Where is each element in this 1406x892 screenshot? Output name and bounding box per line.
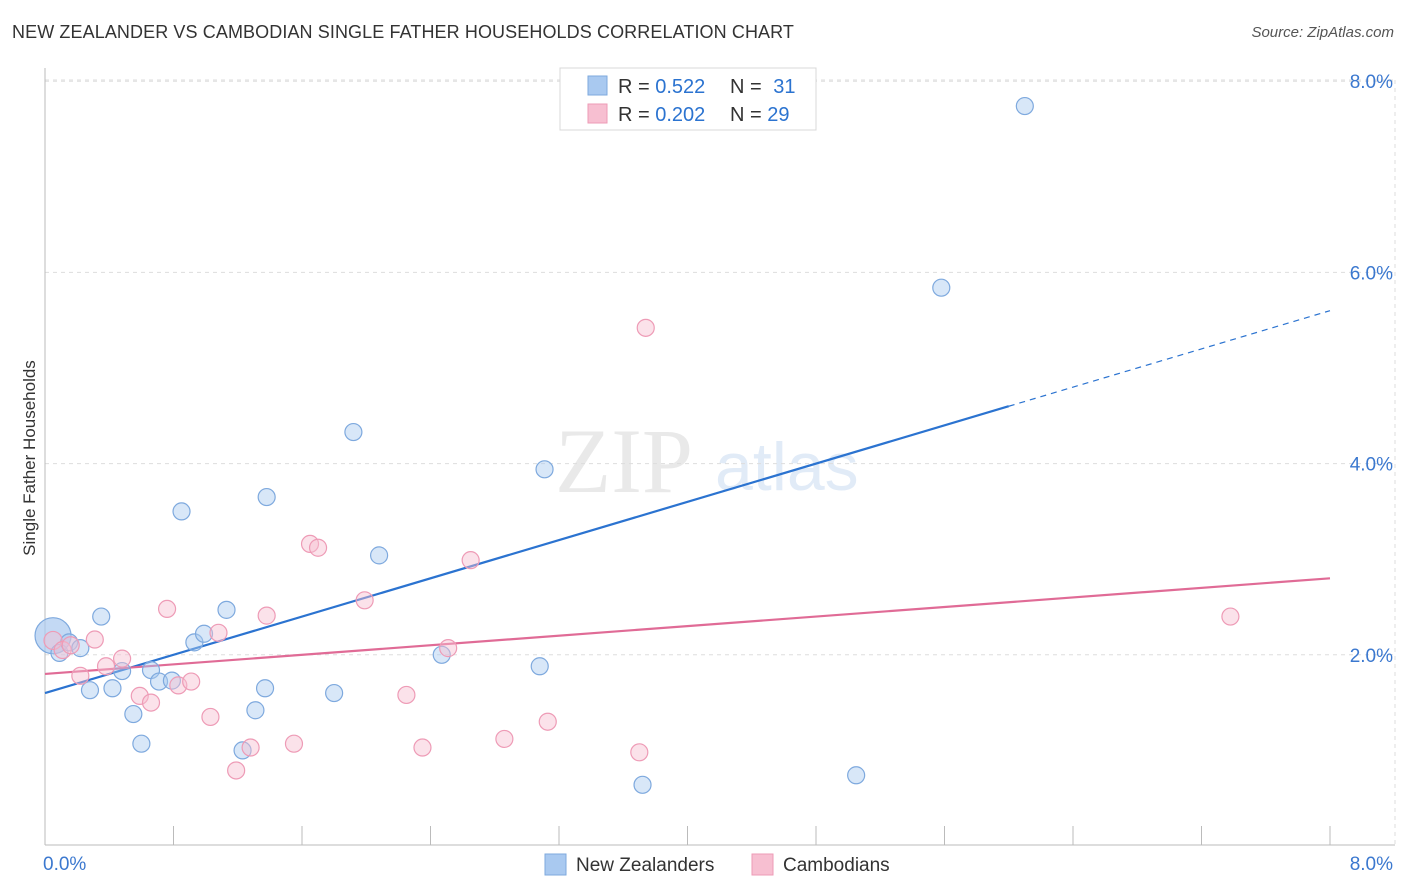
stats-n-value: 29: [767, 104, 789, 126]
data-point-cambodians: [538, 712, 557, 731]
data-point-new-zealanders: [370, 546, 389, 565]
data-point-cambodians: [209, 623, 228, 642]
data-point-new-zealanders: [246, 701, 265, 720]
stats-legend: R = 0.522 N = 31 R = 0.202 N = 29: [559, 67, 817, 131]
data-point-new-zealanders: [432, 645, 451, 664]
data-point-cambodians: [397, 685, 416, 705]
x-tick-label: 8.0%: [1350, 854, 1393, 875]
data-point-new-zealanders: [194, 624, 214, 643]
stats-r-label: R =: [618, 76, 655, 98]
data-point-cambodians: [112, 649, 132, 668]
data-point-new-zealanders: [1015, 96, 1034, 116]
data-point-cambodians: [43, 630, 63, 651]
data-point-cambodians: [241, 738, 260, 757]
data-point-cambodians: [96, 657, 116, 676]
data-point-cambodians: [157, 599, 177, 619]
data-point-cambodians: [182, 672, 201, 691]
data-point-new-zealanders: [325, 683, 344, 703]
data-point-new-zealanders: [92, 607, 111, 626]
stats-n-label: N =: [730, 104, 767, 126]
legend-swatch-cambodians: [751, 853, 774, 876]
data-point-cambodians: [439, 639, 458, 658]
data-point-cambodians: [630, 743, 649, 762]
stats-r-label: R =: [618, 104, 655, 126]
data-point-cambodians: [308, 538, 328, 557]
source-credit: Source: ZipAtlas.com: [1251, 24, 1394, 41]
stats-n-label: N =: [730, 76, 767, 98]
data-point-cambodians: [141, 693, 161, 712]
data-point-new-zealanders: [344, 422, 363, 442]
watermark-zip: ZIP: [555, 410, 693, 512]
data-point-new-zealanders: [172, 502, 191, 521]
watermark: ZIP atlas: [555, 410, 859, 512]
legend-label-new-zealanders: New Zealanders: [576, 855, 714, 876]
stats-legend-swatch-cambodians: [587, 103, 608, 124]
y-tick-label: 6.0%: [1350, 263, 1393, 284]
data-point-cambodians: [355, 591, 374, 610]
data-point-cambodians: [71, 666, 90, 685]
data-point-cambodians: [130, 686, 149, 706]
data-point-new-zealanders: [149, 672, 169, 691]
axes: [44, 68, 1395, 846]
y-tick-label: 2.0%: [1350, 646, 1393, 667]
stats-r-value: 0.202: [655, 104, 705, 126]
data-point-cambodians: [201, 707, 220, 727]
y-tick-labels: 2.0% 4.0% 6.0% 8.0%: [1350, 72, 1393, 667]
data-point-new-zealanders: [103, 679, 122, 698]
data-point-cambodians: [636, 318, 655, 337]
legend-label-cambodians: Cambodians: [783, 855, 890, 876]
y-tick-label: 8.0%: [1350, 72, 1393, 93]
data-point-new-zealanders: [847, 766, 866, 785]
stats-n-value: 31: [773, 76, 795, 98]
x-tick-labels: 0.0% 8.0%: [43, 854, 1393, 875]
trend-line-extension: [1008, 310, 1331, 407]
y-tick-label: 4.0%: [1350, 455, 1393, 476]
data-point-new-zealanders: [535, 460, 554, 479]
svg-text:R = 0.202: R = 0.202: [618, 104, 705, 126]
data-point-cambodians: [257, 606, 276, 625]
x-tick-label: 0.0%: [43, 854, 86, 875]
data-point-cambodians: [61, 636, 80, 655]
data-point-new-zealanders: [633, 775, 652, 794]
data-point-new-zealanders: [80, 681, 100, 700]
watermark-atlas: atlas: [715, 429, 859, 505]
stats-legend-swatch-new-zealanders: [587, 75, 608, 96]
stats-r-value: 0.522: [655, 76, 705, 98]
data-point-cambodians: [1221, 607, 1240, 626]
data-point-new-zealanders: [255, 679, 275, 698]
trend-lines: [44, 310, 1331, 695]
trend-line-new-zealanders: [44, 405, 1010, 695]
data-point-new-zealanders: [132, 734, 151, 753]
data-point-new-zealanders: [932, 278, 951, 297]
data-point-new-zealanders: [217, 600, 236, 619]
data-point-cambodians: [284, 734, 304, 753]
chart-title: NEW ZEALANDER VS CAMBODIAN SINGLE FATHER…: [12, 22, 795, 42]
data-point-cambodians: [461, 551, 480, 570]
svg-text:N = 31: N = 31: [730, 76, 796, 98]
legend-swatch-new-zealanders: [544, 853, 567, 876]
data-point-cambodians: [495, 729, 514, 749]
data-point-cambodians: [227, 761, 246, 780]
data-points: [34, 96, 1240, 794]
trend-line-cambodians: [44, 577, 1331, 676]
data-point-new-zealanders: [530, 657, 549, 676]
y-axis-label: Single Father Households: [20, 360, 39, 556]
series-legend: New Zealanders Cambodians: [544, 853, 890, 876]
data-point-cambodians: [85, 630, 104, 649]
svg-text:R = 0.522: R = 0.522: [618, 76, 705, 98]
data-point-cambodians: [413, 738, 432, 757]
data-point-new-zealanders: [257, 487, 276, 507]
data-point-new-zealanders: [124, 704, 143, 724]
svg-text:N = 29: N = 29: [730, 104, 790, 126]
